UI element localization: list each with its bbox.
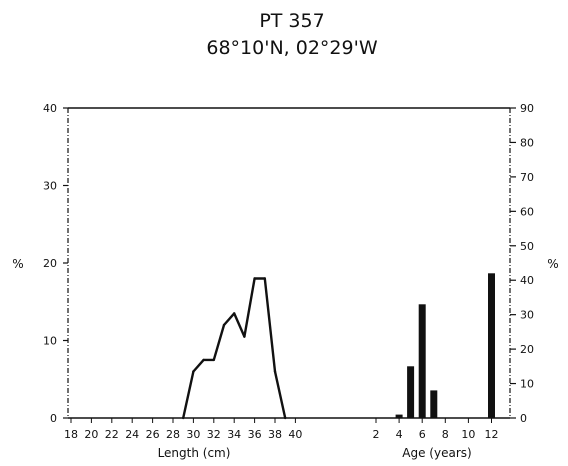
age-tick-label: 6 bbox=[419, 428, 426, 441]
right-y-tick-label: 70 bbox=[520, 171, 534, 184]
length-percent-axis: 0 10 20 30 40 bbox=[43, 102, 68, 425]
right-y-tick-label: 0 bbox=[520, 412, 527, 425]
length-tick-label: 30 bbox=[186, 428, 200, 441]
length-point bbox=[273, 370, 277, 373]
age-percent-axis: 0 10 20 30 40 50 60 70 80 90 bbox=[510, 102, 534, 425]
right-y-tick-label: 90 bbox=[520, 102, 534, 115]
right-y-tick-label: 10 bbox=[520, 378, 534, 391]
age-tick-label: 8 bbox=[442, 428, 449, 441]
length-point bbox=[222, 323, 226, 327]
age-bar bbox=[418, 304, 426, 418]
left-y-axis-label: % bbox=[12, 257, 23, 271]
length-tick-label: 20 bbox=[84, 428, 98, 441]
age-tick-label: 4 bbox=[396, 428, 403, 441]
age-tick-label: 12 bbox=[485, 428, 499, 441]
age-bar bbox=[430, 390, 438, 418]
left-y-tick-label: 0 bbox=[50, 412, 57, 425]
length-tick-label: 34 bbox=[227, 428, 241, 441]
age-tick-label: 2 bbox=[373, 428, 380, 441]
age-tick-label: 10 bbox=[461, 428, 475, 441]
length-tick-label: 26 bbox=[146, 428, 160, 441]
left-y-tick-label: 30 bbox=[43, 180, 57, 193]
length-point bbox=[212, 358, 215, 362]
length-tick-label: 36 bbox=[248, 428, 262, 441]
age-bar bbox=[407, 366, 415, 418]
length-point bbox=[263, 277, 266, 280]
length-point bbox=[182, 416, 185, 420]
length-tick-label: 32 bbox=[207, 428, 221, 441]
length-point bbox=[192, 370, 195, 373]
length-point bbox=[233, 312, 236, 315]
left-y-tick-label: 20 bbox=[43, 257, 57, 270]
right-y-tick-label: 40 bbox=[520, 274, 534, 287]
length-point bbox=[202, 358, 205, 362]
chart-subtitle: 68°10'N, 02°29'W bbox=[206, 37, 377, 59]
age-bar bbox=[488, 273, 495, 418]
left-y-tick-label: 40 bbox=[43, 102, 57, 115]
length-tick-label: 38 bbox=[268, 428, 282, 441]
length-tick-label: 24 bbox=[125, 428, 139, 441]
length-tick-label: 18 bbox=[64, 428, 78, 441]
age-bar bbox=[395, 414, 403, 418]
age-x-axis-label: Age (years) bbox=[402, 446, 471, 460]
length-tick-label: 40 bbox=[288, 428, 302, 441]
right-y-tick-label: 80 bbox=[520, 136, 534, 149]
right-y-tick-label: 30 bbox=[520, 309, 534, 322]
right-y-axis-label: % bbox=[547, 257, 558, 271]
length-axis: 18 20 22 24 26 28 30 32 34 36 38 40 bbox=[64, 418, 302, 441]
age-bars bbox=[395, 273, 495, 418]
length-point bbox=[243, 335, 246, 338]
length-tick-label: 28 bbox=[166, 428, 180, 441]
right-y-tick-label: 50 bbox=[520, 240, 534, 253]
right-y-tick-label: 20 bbox=[520, 343, 534, 356]
age-axis: 2 4 6 8 10 12 bbox=[373, 418, 499, 441]
length-series bbox=[182, 277, 287, 420]
length-x-axis-label: Length (cm) bbox=[158, 446, 231, 460]
chart-title: PT 357 bbox=[259, 10, 324, 32]
length-point bbox=[253, 277, 256, 280]
length-point bbox=[284, 416, 287, 420]
length-distribution-line bbox=[182, 277, 287, 419]
right-y-tick-label: 60 bbox=[520, 205, 534, 218]
plot-frame bbox=[67, 107, 511, 419]
length-tick-label: 22 bbox=[105, 428, 119, 441]
left-y-tick-label: 10 bbox=[43, 335, 57, 348]
